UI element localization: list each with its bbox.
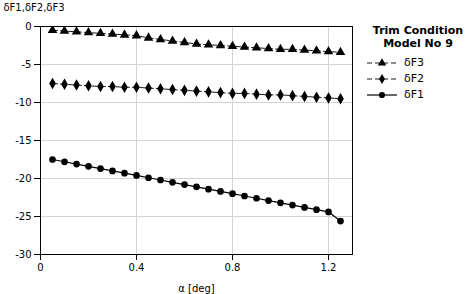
html-text:δF2: δF2 [404, 72, 425, 85]
html-text:δF3: δF3 [404, 56, 425, 69]
svg-text:0.8: 0.8 [225, 262, 241, 273]
svg-text:1.2: 1.2 [321, 262, 337, 273]
svg-text:-25: -25 [15, 211, 31, 222]
svg-text:-30: -30 [15, 249, 31, 260]
svg-text:-5: -5 [22, 59, 32, 70]
svg-text:-20: -20 [15, 173, 31, 184]
svg-text:-15: -15 [15, 135, 31, 146]
svg-text:0: 0 [25, 21, 31, 32]
html-text:δF1: δF1 [404, 88, 425, 101]
svg-text:δF1,δF2,δF3: δF1,δF2,δF3 [4, 2, 65, 13]
svg-text:0: 0 [37, 262, 43, 273]
svg-text:α [deg]: α [deg] [178, 283, 215, 294]
svg-text:0.4: 0.4 [129, 262, 145, 273]
svg-text:-10: -10 [15, 97, 31, 108]
html-text:Trim Condition Model No 9: Trim Condition Model No 9 [372, 24, 464, 50]
